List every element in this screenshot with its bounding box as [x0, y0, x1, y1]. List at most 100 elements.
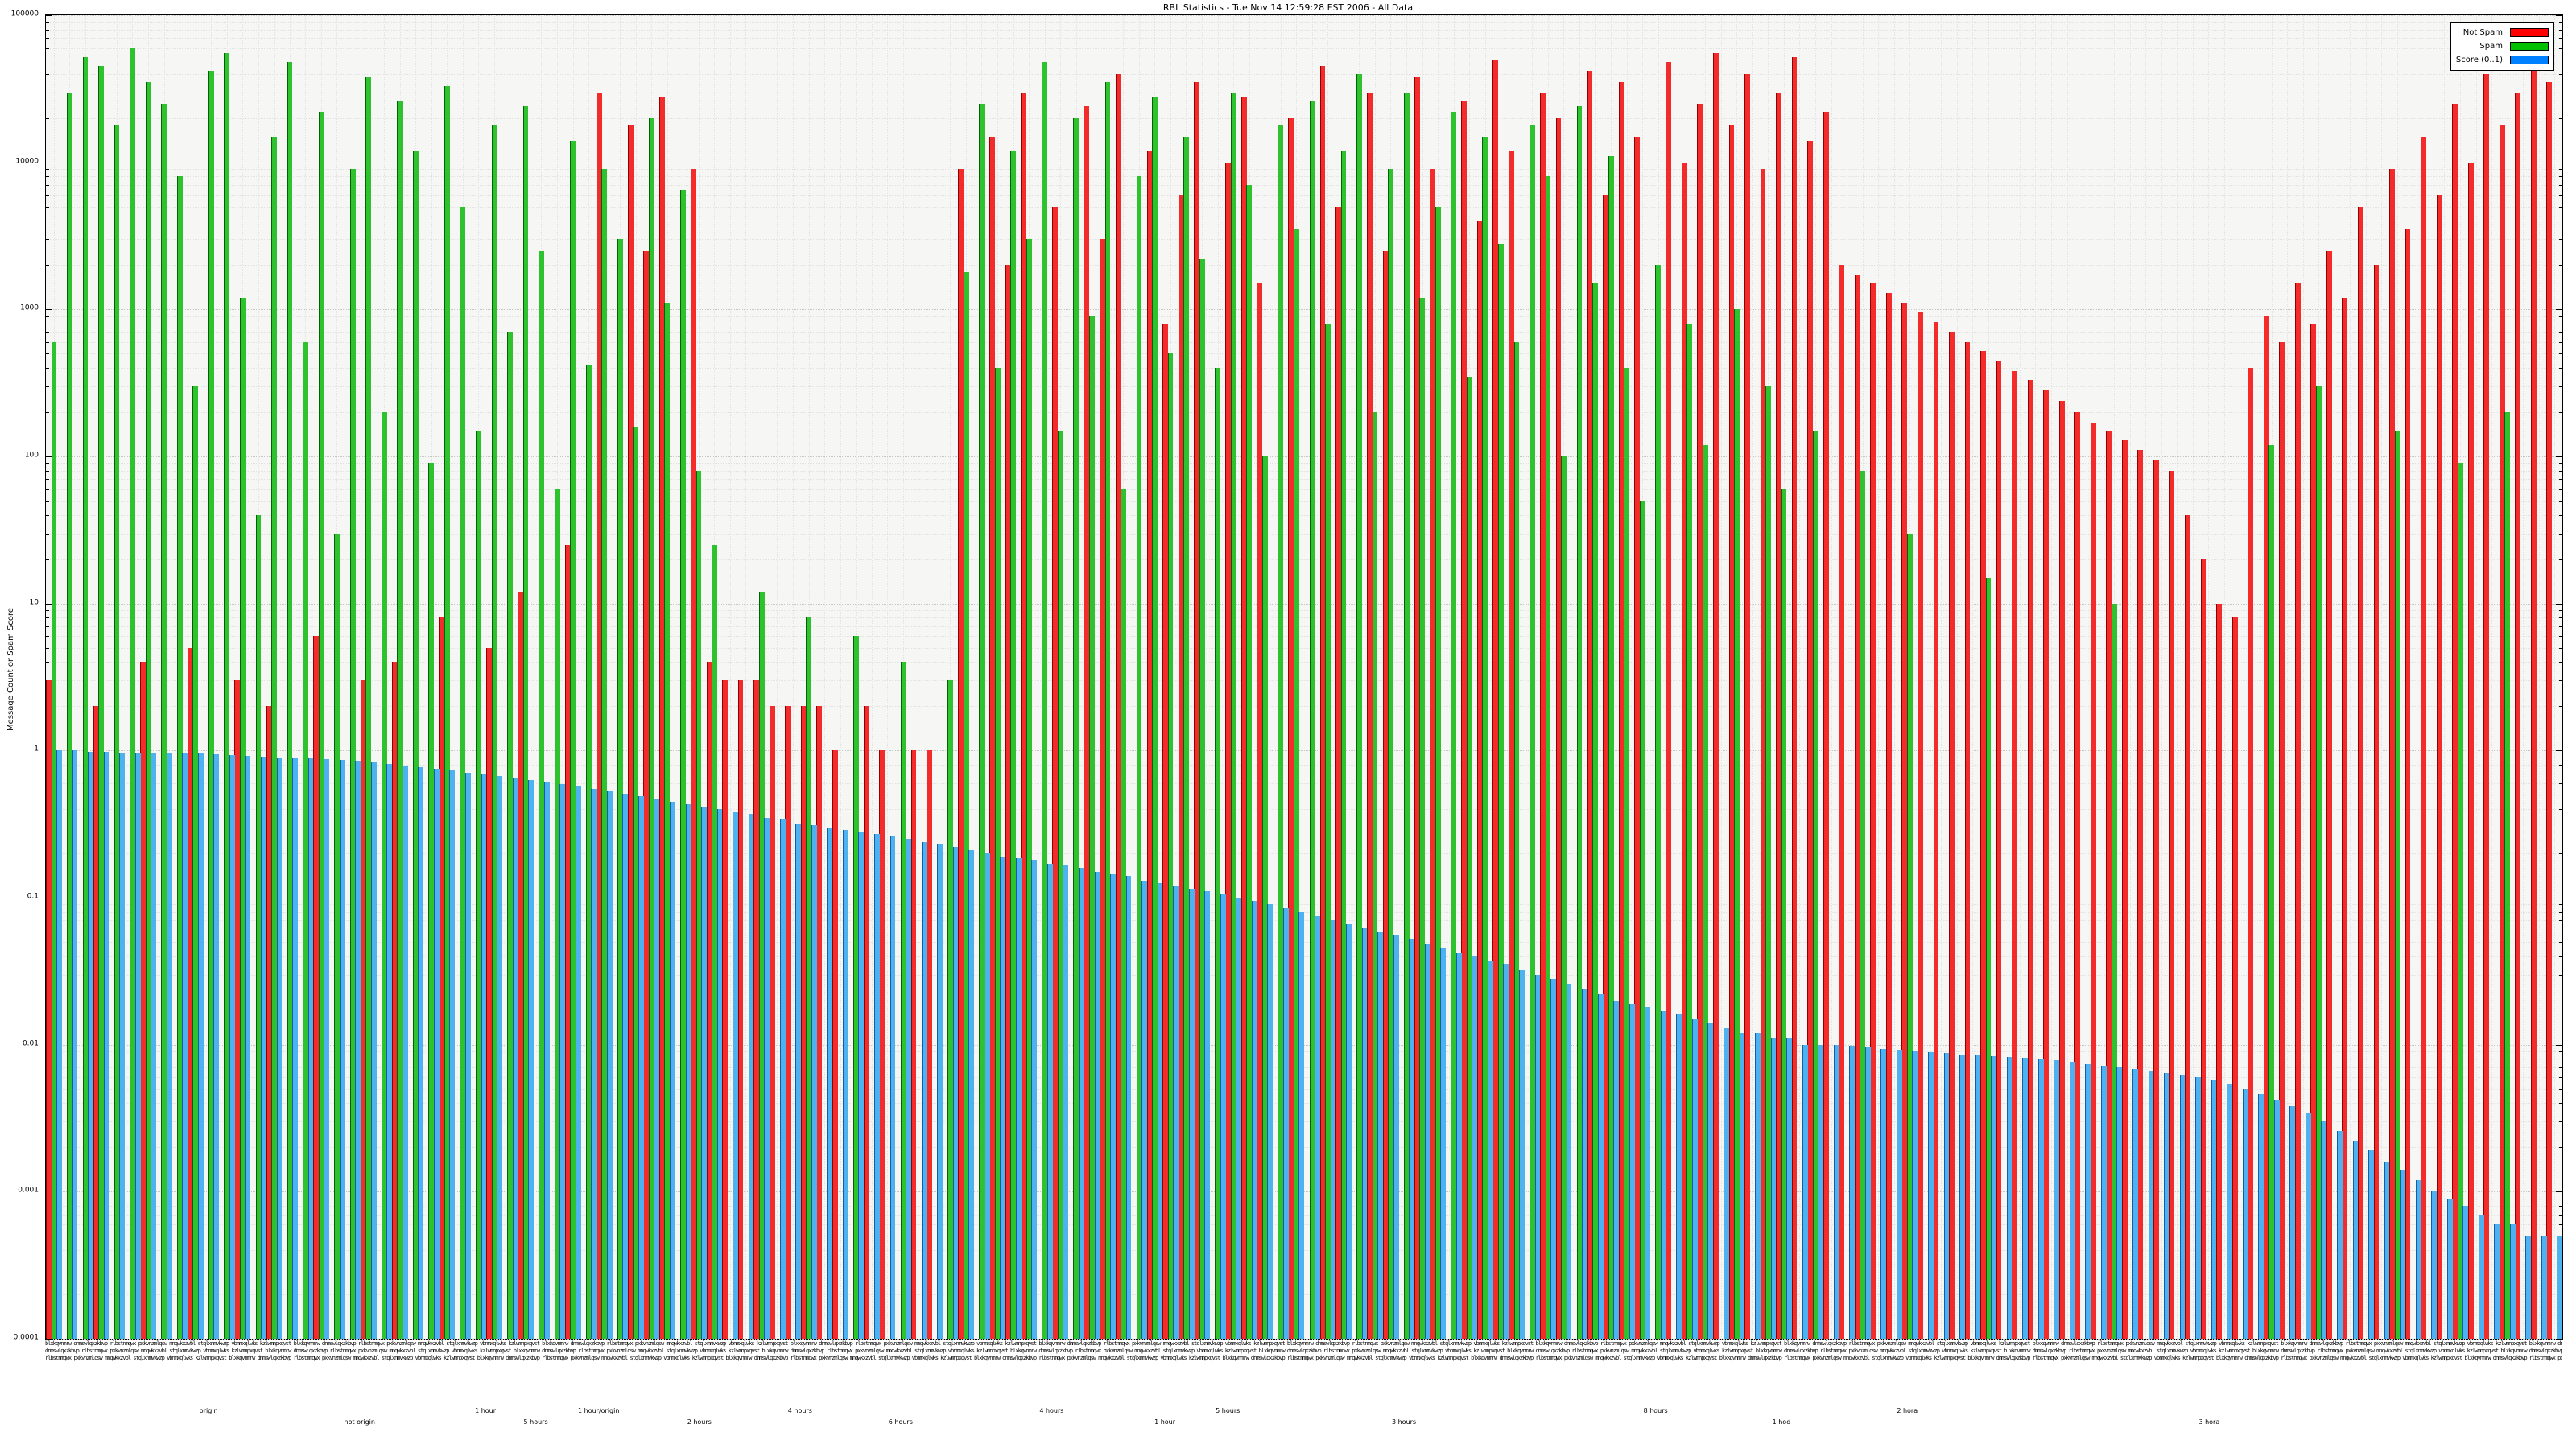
- bar-spam: [1088, 316, 1095, 1339]
- v-gridline: [1720, 15, 1722, 1339]
- y-minor-tick: [2559, 1088, 2562, 1090]
- bar-spam: [947, 680, 953, 1339]
- bar-not-spam: [816, 706, 823, 1339]
- bar-not-spam: [989, 136, 996, 1339]
- y-minor-tick: [46, 195, 49, 196]
- bar-score: [2227, 1084, 2232, 1339]
- y-minor-tick: [46, 29, 49, 31]
- y-minor-tick: [46, 38, 49, 39]
- y-minor-tick: [2559, 765, 2562, 766]
- x-sub-label: 6 hours: [888, 1418, 913, 1426]
- bar-score: [2258, 1094, 2264, 1339]
- x-sub-label: 3 hours: [1391, 1418, 1417, 1426]
- bar-not-spam: [2405, 229, 2411, 1339]
- bar-not-spam: [2248, 368, 2254, 1339]
- h-gridline-minor: [46, 479, 2562, 481]
- bar-score: [1991, 1055, 1996, 1339]
- y-minor-tick: [2559, 680, 2562, 682]
- bar-score: [1912, 1051, 1918, 1339]
- bar-not-spam: [2200, 559, 2207, 1339]
- bar-spam: [1293, 229, 1299, 1339]
- bar-spam: [680, 189, 686, 1339]
- bar-spam: [2315, 386, 2322, 1339]
- y-minor-tick: [2559, 38, 2562, 39]
- bar-not-spam: [2342, 297, 2348, 1339]
- y-minor-tick: [2559, 341, 2562, 343]
- v-gridline: [777, 15, 778, 1339]
- bar-not-spam: [1917, 312, 1923, 1339]
- y-minor-tick: [2559, 1067, 2562, 1068]
- y-minor-tick: [46, 662, 49, 663]
- h-gridline-minor: [46, 239, 2562, 241]
- bar-not-spam: [1933, 322, 1939, 1339]
- bar-score: [324, 759, 329, 1339]
- bar-score: [103, 751, 109, 1339]
- bar-spam: [1545, 176, 1551, 1339]
- h-gridline-minor: [46, 412, 2562, 413]
- bar-score: [1409, 939, 1415, 1339]
- bar-not-spam: [1461, 101, 1468, 1339]
- h-gridline-minor: [46, 332, 2562, 333]
- y-minor-tick: [2559, 662, 2562, 663]
- bar-spam: [554, 489, 560, 1339]
- h-gridline-minor: [46, 176, 2562, 178]
- bar-score: [842, 829, 848, 1339]
- v-gridline: [2523, 15, 2524, 1339]
- y-minor-tick: [2559, 489, 2562, 490]
- v-gridline: [824, 15, 826, 1339]
- bar-score: [748, 814, 754, 1339]
- v-gridline: [1941, 15, 1942, 1339]
- bar-not-spam: [753, 680, 759, 1339]
- y-minor-tick: [46, 47, 49, 49]
- bar-not-spam: [1712, 53, 1719, 1339]
- y-minor-tick: [2559, 368, 2562, 369]
- v-gridline: [871, 15, 873, 1339]
- bar-spam: [1497, 243, 1504, 1339]
- bar-score: [1833, 1044, 1839, 1339]
- bar-score: [292, 758, 298, 1339]
- y-minor-tick: [2559, 386, 2562, 387]
- bar-score: [1267, 904, 1274, 1339]
- bar-not-spam: [2436, 195, 2442, 1339]
- bar-not-spam: [2467, 162, 2474, 1339]
- bar-score: [402, 766, 408, 1339]
- y-tick-mark: [2556, 309, 2562, 311]
- x-sub-label: 4 hours: [787, 1407, 812, 1414]
- bar-score: [559, 784, 566, 1339]
- h-gridline-minor: [46, 386, 2562, 387]
- h-gridline-minor: [46, 809, 2562, 811]
- bar-not-spam: [1319, 66, 1326, 1339]
- bar-score: [2446, 1198, 2453, 1339]
- bar-spam: [852, 636, 859, 1339]
- bar-not-spam: [2185, 514, 2190, 1339]
- y-minor-tick: [2559, 636, 2562, 638]
- h-gridline: [46, 1339, 2562, 1340]
- bar-not-spam: [1839, 265, 1845, 1339]
- h-gridline: [46, 456, 2562, 457]
- y-minor-tick: [46, 636, 49, 638]
- bar-not-spam: [2121, 440, 2128, 1339]
- bar-score: [2557, 1236, 2563, 1339]
- bar-spam: [303, 341, 308, 1339]
- bar-score: [2242, 1088, 2248, 1339]
- legend-row-not-spam: Not Spam: [2456, 26, 2549, 39]
- bar-not-spam: [691, 169, 696, 1339]
- bar-score: [2478, 1214, 2484, 1339]
- v-gridline: [2145, 15, 2147, 1339]
- bar-spam: [176, 176, 183, 1339]
- bar-not-spam: [2043, 390, 2050, 1339]
- bar-not-spam: [1823, 112, 1829, 1339]
- bar-spam: [51, 341, 57, 1339]
- bar-spam: [1734, 309, 1740, 1339]
- bar-spam: [287, 62, 293, 1339]
- bar-score: [449, 770, 456, 1339]
- bar-score: [1236, 898, 1242, 1339]
- bar-score: [1534, 974, 1541, 1339]
- bar-not-spam: [1021, 92, 1027, 1339]
- h-gridline-minor: [46, 514, 2562, 516]
- y-minor-tick: [2559, 514, 2562, 516]
- bar-score: [2541, 1236, 2547, 1339]
- legend-label-not-spam: Not Spam: [2462, 28, 2503, 37]
- bar-spam: [428, 463, 435, 1339]
- bar-score: [1455, 952, 1462, 1339]
